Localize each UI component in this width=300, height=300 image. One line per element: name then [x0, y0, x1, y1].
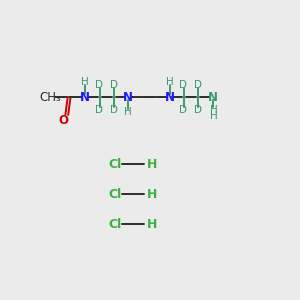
- Text: O: O: [58, 114, 68, 127]
- Text: Cl: Cl: [108, 158, 121, 171]
- Text: D: D: [194, 105, 202, 115]
- Text: D: D: [194, 80, 202, 89]
- Text: N: N: [80, 91, 90, 104]
- Text: CH₃: CH₃: [39, 91, 61, 104]
- Text: H: H: [147, 158, 157, 171]
- Text: H: H: [81, 77, 89, 87]
- Text: D: D: [94, 105, 103, 115]
- Text: D: D: [94, 80, 103, 89]
- Text: H: H: [210, 111, 218, 121]
- Text: D: D: [179, 80, 187, 89]
- Text: H: H: [210, 105, 218, 115]
- Text: Cl: Cl: [108, 218, 121, 231]
- Text: D: D: [110, 105, 118, 115]
- Text: H: H: [124, 107, 132, 117]
- Text: H: H: [147, 218, 157, 231]
- Text: D: D: [110, 80, 118, 89]
- Text: N: N: [123, 91, 133, 104]
- Text: H: H: [166, 77, 173, 87]
- Text: N: N: [165, 91, 175, 104]
- Text: Cl: Cl: [108, 188, 121, 201]
- Text: N: N: [208, 91, 218, 104]
- Text: H: H: [147, 188, 157, 201]
- Text: D: D: [179, 105, 187, 115]
